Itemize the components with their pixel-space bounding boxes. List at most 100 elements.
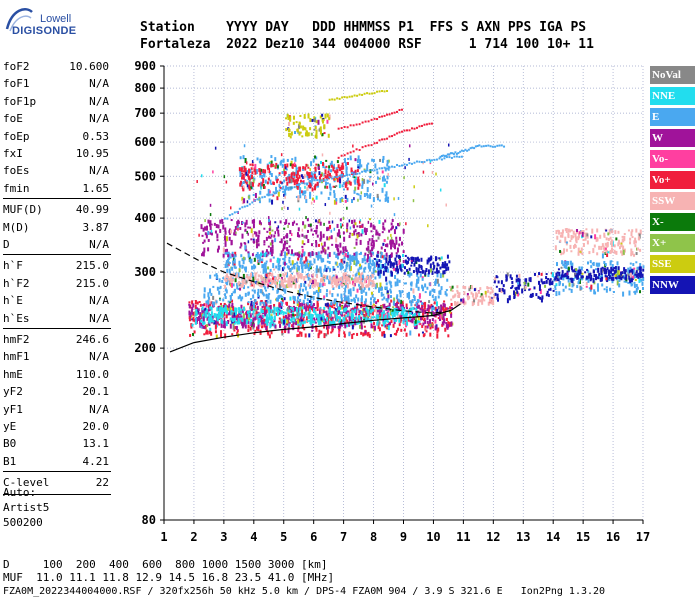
echo-point bbox=[268, 168, 271, 174]
echo-point bbox=[364, 266, 367, 270]
echo-point bbox=[370, 274, 373, 279]
echo-point bbox=[331, 284, 334, 288]
echo-point bbox=[215, 320, 218, 325]
trace-point bbox=[391, 165, 394, 168]
echo-point bbox=[368, 333, 371, 338]
echo-point bbox=[242, 278, 245, 283]
echo-point bbox=[352, 258, 355, 262]
echo-point bbox=[394, 257, 397, 262]
echo-point bbox=[333, 300, 336, 305]
echo-point bbox=[322, 233, 325, 238]
echo-point bbox=[327, 196, 330, 200]
echo-point bbox=[623, 248, 626, 253]
echo-point bbox=[632, 275, 635, 279]
echo-point bbox=[399, 222, 401, 226]
echo-point bbox=[277, 297, 280, 302]
echo-point bbox=[417, 320, 420, 324]
echo-point bbox=[194, 314, 197, 317]
echo-point bbox=[347, 289, 350, 295]
echo-point bbox=[346, 179, 349, 182]
echo-point bbox=[269, 268, 272, 272]
echo-point bbox=[445, 322, 448, 325]
echo-point bbox=[612, 290, 615, 293]
trace-point bbox=[268, 193, 271, 196]
echo-point bbox=[390, 270, 393, 274]
echo-point bbox=[393, 308, 396, 313]
echo-point bbox=[276, 227, 279, 232]
echo-point bbox=[228, 268, 231, 274]
echo-point bbox=[417, 299, 420, 303]
echo-point bbox=[318, 318, 321, 324]
echo-point bbox=[406, 292, 409, 298]
echo-point bbox=[600, 277, 603, 282]
echo-point bbox=[370, 297, 373, 301]
param-value: N/A bbox=[89, 294, 109, 308]
echo-point bbox=[392, 323, 395, 328]
echo-point bbox=[281, 301, 284, 306]
echo-point bbox=[315, 195, 318, 200]
echo-point bbox=[205, 300, 208, 304]
trace-point bbox=[373, 117, 376, 120]
echo-point bbox=[426, 259, 429, 265]
echo-point bbox=[346, 262, 349, 268]
echo-point bbox=[376, 261, 379, 266]
echo-point bbox=[385, 266, 388, 270]
echo-point bbox=[264, 303, 267, 309]
echo-point bbox=[238, 277, 241, 280]
echo-point bbox=[333, 185, 336, 188]
echo-point bbox=[384, 243, 387, 247]
echo-point bbox=[270, 315, 273, 320]
echo-point bbox=[319, 237, 322, 242]
echo-point bbox=[231, 253, 234, 256]
echo-point bbox=[365, 247, 368, 251]
echo-point bbox=[205, 309, 208, 313]
echo-point bbox=[398, 236, 401, 241]
echo-point bbox=[350, 298, 353, 302]
param-value: N/A bbox=[89, 164, 109, 178]
echo-point bbox=[209, 220, 212, 225]
trace-point bbox=[443, 157, 446, 160]
echo-point bbox=[296, 299, 299, 304]
echo-point bbox=[623, 280, 626, 283]
echo-point bbox=[431, 294, 434, 298]
echo-point bbox=[617, 230, 620, 234]
echo-point bbox=[359, 281, 362, 285]
param-row: B1 4.21 bbox=[3, 453, 109, 470]
echo-point bbox=[578, 266, 581, 270]
echo-point bbox=[356, 277, 359, 283]
echo-point bbox=[403, 266, 406, 270]
echo-point bbox=[260, 275, 263, 281]
echo-point bbox=[284, 320, 287, 324]
echo-point bbox=[321, 133, 324, 137]
echo-point bbox=[307, 184, 310, 188]
param-row: hmF2 246.6 bbox=[3, 331, 109, 348]
echo-point bbox=[227, 258, 230, 263]
echo-point bbox=[377, 250, 380, 254]
echo-point bbox=[450, 312, 453, 316]
echo-point bbox=[389, 288, 392, 292]
echo-point bbox=[618, 277, 621, 283]
echo-point bbox=[421, 308, 424, 313]
echo-point bbox=[456, 291, 459, 295]
echo-point bbox=[238, 317, 241, 323]
echo-point bbox=[319, 314, 322, 318]
echo-point bbox=[322, 274, 325, 278]
echo-point bbox=[240, 167, 243, 173]
echo-point bbox=[250, 228, 253, 234]
trace-point bbox=[352, 124, 355, 127]
param-row: yF1 N/A bbox=[3, 401, 109, 418]
echo-point bbox=[288, 121, 291, 126]
echo-point bbox=[330, 235, 333, 240]
legend-item-sse: SSE bbox=[650, 255, 695, 273]
echo-point bbox=[316, 181, 319, 186]
echo-point bbox=[302, 314, 305, 318]
echo-point bbox=[314, 311, 317, 316]
echo-point bbox=[277, 225, 280, 229]
echo-point bbox=[217, 313, 220, 317]
echo-point bbox=[338, 284, 341, 290]
echo-point bbox=[252, 193, 255, 196]
echo-point bbox=[442, 323, 445, 326]
echo-point bbox=[221, 316, 224, 321]
echo-point bbox=[335, 279, 338, 283]
echo-point bbox=[286, 113, 289, 118]
